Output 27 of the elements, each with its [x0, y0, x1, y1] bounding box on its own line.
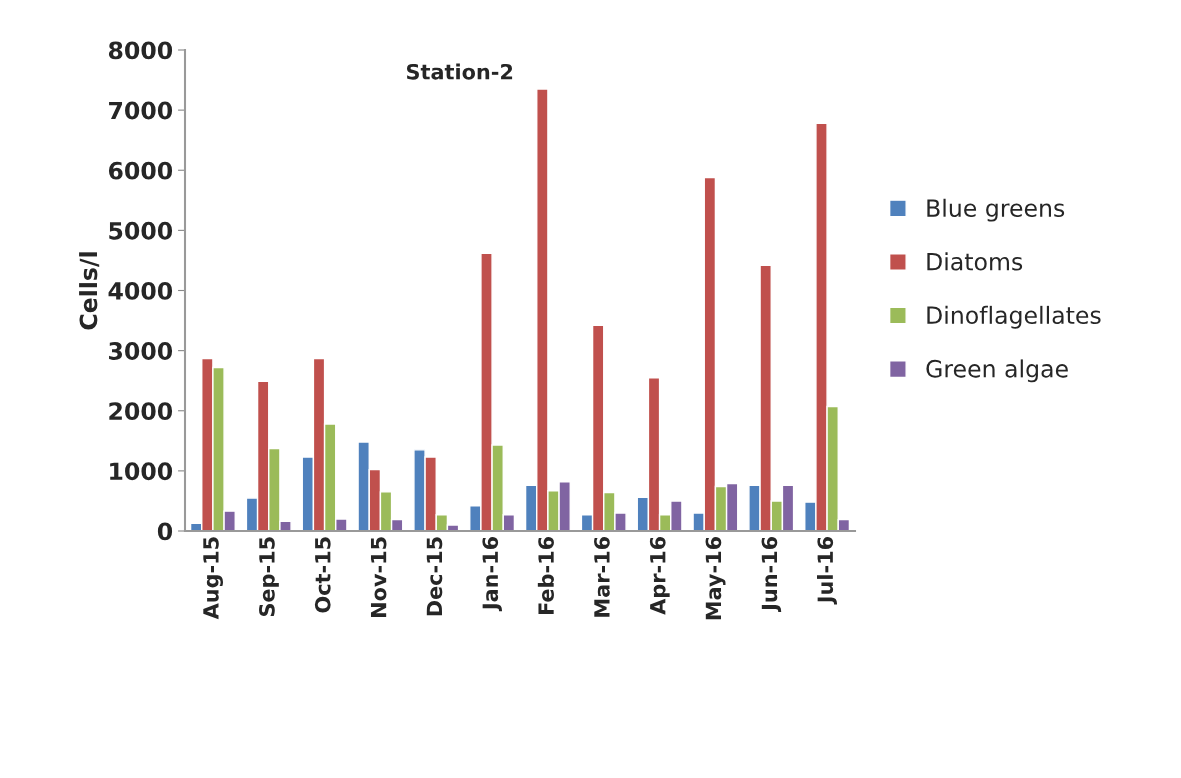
x-tick-label: Oct-15: [314, 537, 331, 613]
y-tick-label: 5000: [109, 221, 173, 240]
x-tick-label: Apr-16: [649, 536, 670, 615]
y-tick-label: 8000: [108, 41, 173, 60]
x-tick-label: Mar-16: [594, 536, 610, 617]
text: Station-2: [406, 63, 513, 80]
x-tick-label: Jan-16: [482, 536, 502, 612]
x-tick-label: Sep-15: [259, 537, 279, 617]
x-tick-label: Nov-15: [370, 537, 387, 617]
legend-label: Blue greens: [927, 198, 1065, 222]
x-tick-label: May-16: [705, 536, 726, 620]
y-tick-label: 4000: [108, 281, 173, 300]
y-tick-label: 0: [157, 522, 173, 541]
x-tick-label: Jun-16: [761, 536, 782, 613]
legend-label: Diatoms: [927, 252, 1023, 271]
y-tick-label: 6000: [108, 161, 173, 180]
y-axis-title: Cells/l: [79, 252, 100, 330]
x-tick-label: Dec-15: [426, 537, 443, 616]
x-tick-label: Aug-15: [203, 537, 223, 620]
y-tick-label: 1000: [110, 462, 173, 481]
y-tick-label: 2000: [109, 402, 173, 421]
x-tick-label: Jul-16: [817, 536, 837, 605]
legend-label: Dinoflagellates: [927, 305, 1101, 329]
x-tick-label: Feb-16: [537, 536, 554, 615]
y-tick-label: 7000: [109, 101, 173, 120]
y-tick-label: 3000: [109, 342, 173, 360]
legend-label: Green algae: [926, 359, 1068, 383]
